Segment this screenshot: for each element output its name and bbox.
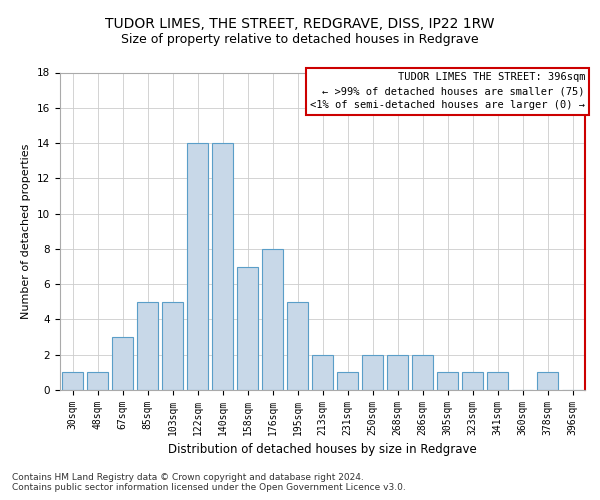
Bar	[262, 249, 283, 390]
Bar	[462, 372, 483, 390]
Bar	[362, 354, 383, 390]
Y-axis label: Number of detached properties: Number of detached properties	[22, 144, 31, 319]
Bar	[287, 302, 308, 390]
Text: Size of property relative to detached houses in Redgrave: Size of property relative to detached ho…	[121, 32, 479, 46]
Bar	[537, 372, 558, 390]
Bar	[162, 302, 183, 390]
Bar	[337, 372, 358, 390]
Bar	[387, 354, 408, 390]
Bar	[437, 372, 458, 390]
Text: Contains public sector information licensed under the Open Government Licence v3: Contains public sector information licen…	[12, 484, 406, 492]
Bar	[412, 354, 433, 390]
Bar	[312, 354, 333, 390]
Bar	[187, 143, 208, 390]
Bar	[487, 372, 508, 390]
Bar	[62, 372, 83, 390]
Bar	[137, 302, 158, 390]
Bar	[237, 266, 258, 390]
Bar	[87, 372, 108, 390]
Text: Contains HM Land Registry data © Crown copyright and database right 2024.: Contains HM Land Registry data © Crown c…	[12, 474, 364, 482]
X-axis label: Distribution of detached houses by size in Redgrave: Distribution of detached houses by size …	[168, 444, 477, 456]
Text: TUDOR LIMES THE STREET: 396sqm
← >99% of detached houses are smaller (75)
<1% of: TUDOR LIMES THE STREET: 396sqm ← >99% of…	[310, 72, 585, 110]
Bar	[212, 143, 233, 390]
Text: TUDOR LIMES, THE STREET, REDGRAVE, DISS, IP22 1RW: TUDOR LIMES, THE STREET, REDGRAVE, DISS,…	[105, 18, 495, 32]
Bar	[112, 337, 133, 390]
